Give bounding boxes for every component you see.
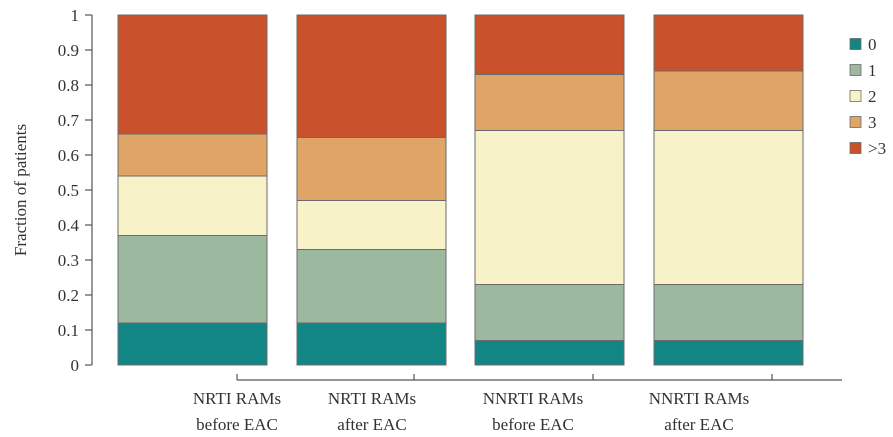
y-tick-label: 1	[71, 6, 80, 25]
legend: 0 1 2 3 >3	[849, 35, 886, 158]
y-tick-label: 0.7	[58, 111, 80, 130]
bar-segment	[117, 14, 268, 135]
bar-stack	[117, 14, 268, 366]
bar-segment	[117, 322, 268, 366]
x-tick-label: after EAC	[337, 415, 406, 434]
bar-segment	[653, 340, 804, 366]
bar-segment	[653, 284, 804, 341]
bar-segment	[474, 14, 625, 75]
legend-label: 0	[868, 35, 877, 54]
legend-item: >3	[849, 139, 886, 158]
bar-segment	[653, 70, 804, 131]
y-tick-label: 0.5	[58, 181, 79, 200]
y-tick-label: 0.6	[58, 146, 79, 165]
y-tick-label: 0.8	[58, 76, 79, 95]
y-tick-label: 0	[71, 356, 80, 375]
bar-segment	[474, 130, 625, 285]
x-tick-label: NNRTI RAMs	[483, 389, 584, 408]
legend-swatch	[849, 142, 862, 154]
bar-stack	[296, 14, 447, 366]
legend-label: >3	[868, 139, 886, 158]
bar-segment	[296, 137, 447, 201]
x-tick-label: NRTI RAMs	[193, 389, 281, 408]
x-tick-label: NNRTI RAMs	[649, 389, 750, 408]
legend-item: 2	[849, 87, 877, 106]
bar-segment	[296, 14, 447, 138]
bar-segment	[653, 130, 804, 285]
y-tick-label: 0.2	[58, 286, 79, 305]
bar-segment	[474, 284, 625, 341]
bar-segment	[117, 235, 268, 324]
legend-swatch	[849, 64, 862, 76]
legend-label: 3	[868, 113, 877, 132]
bar-segment	[653, 14, 804, 72]
y-axis-title: Fraction of patients	[11, 124, 30, 256]
legend-swatch	[849, 90, 862, 102]
bars	[117, 14, 804, 366]
legend-swatch	[849, 38, 862, 50]
x-tick-label: NRTI RAMs	[328, 389, 416, 408]
legend-label: 1	[868, 61, 877, 80]
bar-segment	[296, 200, 447, 250]
bar-segment	[474, 74, 625, 131]
legend-label: 2	[868, 87, 877, 106]
x-tick-label: before EAC	[492, 415, 574, 434]
x-tick-label: after EAC	[664, 415, 733, 434]
legend-swatch	[849, 116, 862, 128]
y-tick-label: 0.9	[58, 41, 79, 60]
bar-segment	[296, 322, 447, 366]
bar-segment	[117, 175, 268, 236]
legend-item: 1	[849, 61, 877, 80]
legend-item: 3	[849, 113, 877, 132]
bar-stack	[474, 14, 625, 366]
legend-item: 0	[849, 35, 877, 54]
x-tick-label: before EAC	[196, 415, 278, 434]
y-tick-label: 0.3	[58, 251, 79, 270]
bar-stack	[653, 14, 804, 366]
x-axis: NRTI RAMs before EAC NRTI RAMs after EAC NNR…	[193, 374, 842, 434]
y-axis: 0 0.1 0.2 0.3 0.4 0.5 0.6 0.7 0.8 0.9 1	[58, 6, 93, 375]
bar-segment	[296, 249, 447, 324]
y-tick-label: 0.4	[58, 216, 80, 235]
bar-segment	[117, 133, 268, 177]
bar-segment	[474, 340, 625, 366]
y-tick-label: 0.1	[58, 321, 79, 340]
